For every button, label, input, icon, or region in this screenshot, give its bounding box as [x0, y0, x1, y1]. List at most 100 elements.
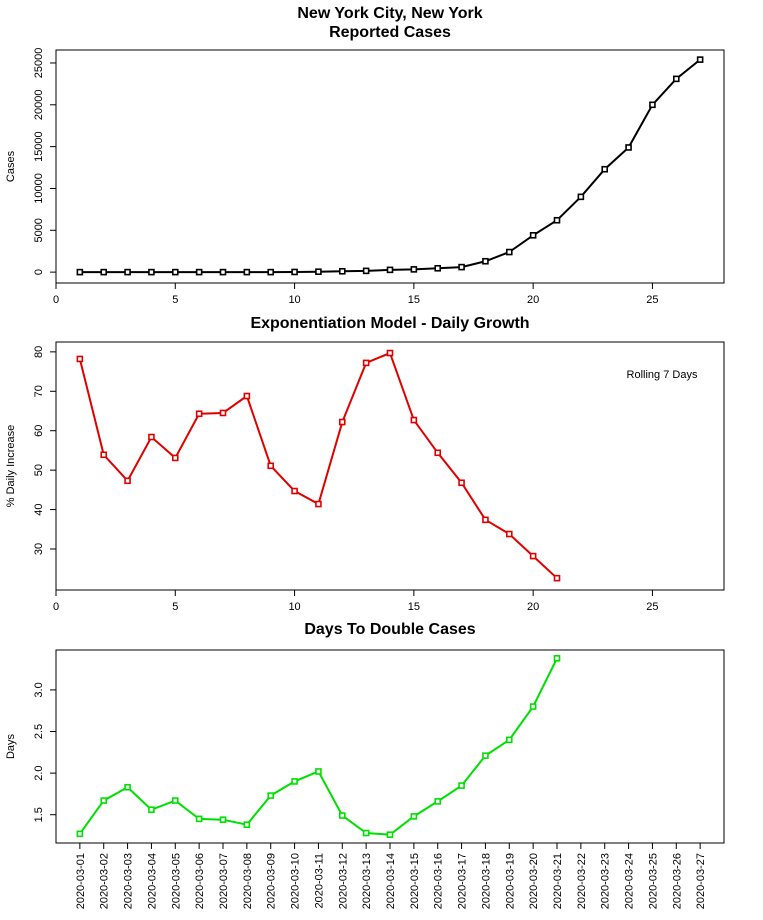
x-tick-label: 2020-03-27: [695, 853, 707, 909]
x-tick-label: 5: [172, 294, 178, 306]
point: [482, 257, 489, 265]
point: [267, 268, 275, 276]
y-tick-label: 30: [33, 543, 45, 555]
y-axis-label: Days: [5, 733, 17, 759]
point: [410, 813, 418, 820]
point: [195, 268, 203, 276]
point: [148, 433, 155, 441]
point: [267, 792, 275, 799]
x-tick-label: 25: [646, 294, 658, 306]
y-tick-label: 2.0: [33, 765, 45, 780]
x-tick-label: 2020-03-10: [290, 853, 302, 909]
point: [362, 829, 370, 837]
point: [505, 248, 513, 256]
point: [434, 449, 442, 457]
series-line: [78, 351, 558, 579]
y-tick-label: 80: [33, 346, 45, 358]
point: [315, 500, 322, 508]
point: [124, 477, 131, 485]
point: [100, 451, 108, 459]
point: [553, 216, 561, 224]
point: [696, 56, 704, 63]
x-tick-label: 2020-03-21: [552, 853, 564, 909]
point: [148, 806, 155, 814]
x-tick-label: 15: [408, 294, 420, 306]
point: [76, 830, 84, 838]
x-tick-label: 2020-03-02: [99, 853, 111, 909]
x-tick-label: 2020-03-18: [480, 853, 492, 909]
point: [195, 815, 203, 823]
point: [553, 574, 561, 582]
point: [338, 418, 346, 426]
y-tick-label: 15000: [33, 131, 45, 162]
point: [171, 268, 179, 276]
x-tick-label: 2020-03-11: [313, 853, 325, 908]
x-tick-label: 20: [527, 601, 539, 613]
plot-frame: [55, 649, 725, 844]
x-tick-label: 2020-03-14: [385, 853, 397, 909]
y-tick-label: 0: [33, 269, 45, 275]
point: [577, 193, 585, 201]
chart-title: Exponentiation Model - Daily Growth: [250, 315, 529, 332]
y-tick-label: 3.0: [33, 682, 45, 697]
series-line: [79, 58, 701, 274]
x-tick-label: 2020-03-17: [457, 853, 469, 909]
point: [291, 778, 298, 785]
point: [267, 462, 275, 470]
point: [315, 268, 322, 276]
y-axis-label: Cases: [5, 150, 17, 182]
point: [243, 392, 251, 400]
point: [458, 782, 465, 789]
point: [434, 264, 442, 272]
chart-title: New York City, New York: [297, 5, 482, 22]
x-tick-label: 25: [646, 601, 658, 613]
point: [219, 816, 227, 824]
point: [649, 101, 656, 109]
point: [291, 268, 298, 276]
x-tick-label: 2020-03-12: [337, 853, 349, 909]
point: [148, 268, 155, 276]
y-tick-label: 25000: [33, 48, 45, 79]
point: [482, 752, 489, 759]
point: [553, 655, 561, 662]
point: [601, 165, 609, 173]
y-tick-label: 10000: [33, 173, 45, 204]
x-tick-label: 2020-03-03: [123, 853, 135, 909]
x-tick-label: 2020-03-20: [528, 853, 540, 909]
point: [76, 355, 84, 363]
x-tick-label: 20: [527, 294, 539, 306]
annotation: Rolling 7 Days: [627, 369, 698, 381]
point: [76, 268, 84, 276]
x-tick-label: 2020-03-01: [75, 853, 87, 909]
point: [315, 768, 322, 775]
point: [362, 359, 370, 367]
point: [171, 797, 179, 804]
y-tick-label: 50: [33, 464, 45, 476]
point: [219, 268, 227, 276]
x-tick-label: 2020-03-25: [647, 853, 659, 909]
point: [195, 410, 203, 418]
chart-title: Days To Double Cases: [304, 621, 475, 638]
point: [458, 263, 465, 271]
point: [124, 783, 131, 791]
x-tick-label: 2020-03-22: [576, 853, 588, 909]
point: [458, 479, 465, 487]
y-axis-label: % Daily Increase: [5, 425, 17, 508]
y-tick-label: 5000: [33, 218, 45, 242]
point: [291, 487, 298, 495]
chart-subtitle: Reported Cases: [329, 24, 451, 41]
x-tick-label: 10: [288, 601, 300, 613]
point: [243, 821, 251, 828]
x-tick-label: 2020-03-08: [242, 853, 254, 909]
point: [219, 409, 227, 417]
point: [529, 232, 537, 239]
point: [625, 144, 632, 151]
x-tick-label: 5: [172, 601, 178, 613]
point: [386, 349, 394, 357]
plot-frame: [55, 341, 725, 591]
point: [100, 268, 108, 276]
x-tick-label: 2020-03-13: [361, 853, 373, 909]
point: [410, 266, 418, 273]
x-tick-label: 2020-03-07: [218, 853, 230, 909]
point: [529, 552, 537, 560]
